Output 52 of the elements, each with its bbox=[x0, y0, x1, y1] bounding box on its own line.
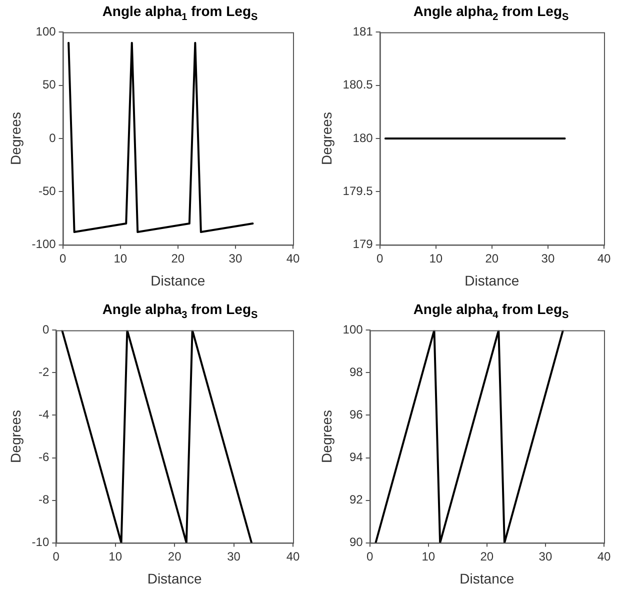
x-tick-label: 40 bbox=[597, 549, 611, 564]
chart-title: Angle alpha$_{2}$ from Leg$_{S}$ bbox=[412, 2, 570, 25]
x-tick-label: 0 bbox=[59, 251, 66, 266]
y-tick-label: 180.5 bbox=[342, 78, 374, 92]
chart-title: Angle alpha$_{1}$ from Leg$_{S}$ bbox=[101, 2, 259, 25]
y-axis-title: Degrees bbox=[318, 112, 334, 165]
y-tick-label: 94 bbox=[349, 450, 364, 464]
x-tick-label: 10 bbox=[114, 251, 128, 266]
x-tick-label: 30 bbox=[228, 251, 242, 266]
x-tick-label: 20 bbox=[485, 251, 499, 266]
x-tick-label: 20 bbox=[168, 549, 182, 564]
x-tick-label: 40 bbox=[286, 251, 300, 266]
y-tick-label: 0 bbox=[42, 322, 50, 337]
x-axis-title: Distance bbox=[460, 570, 514, 586]
x-tick-label: 10 bbox=[108, 549, 122, 564]
y-tick-label: -100 bbox=[32, 237, 56, 252]
y-axis-title: Degrees bbox=[7, 112, 24, 165]
y-tick-label: -2 bbox=[38, 365, 50, 380]
x-tick-label: 30 bbox=[227, 549, 241, 564]
y-axis-title: Degrees bbox=[7, 410, 24, 463]
y-tick-label: 180 bbox=[352, 130, 374, 145]
y-tick-label: 100 bbox=[342, 322, 364, 337]
y-tick-label: 181 bbox=[352, 24, 374, 39]
y-tick-label: -6 bbox=[38, 450, 50, 464]
x-tick-label: 40 bbox=[286, 549, 300, 564]
y-tick-label: 98 bbox=[349, 365, 364, 380]
y-tick-label: 179.5 bbox=[342, 184, 374, 198]
y-tick-label: 100 bbox=[36, 24, 56, 39]
x-tick-label: 20 bbox=[480, 549, 494, 564]
y-tick-label: -50 bbox=[38, 184, 56, 198]
x-tick-label: 40 bbox=[597, 251, 611, 266]
x-tick-label: 0 bbox=[376, 251, 384, 266]
y-tick-label: -4 bbox=[38, 408, 50, 422]
chart-title: Angle alpha$_{3}$ from Leg$_{S}$ bbox=[101, 300, 259, 323]
chart-title: Angle alpha$_{4}$ from Leg$_{S}$ bbox=[412, 300, 570, 323]
x-tick-label: 30 bbox=[538, 549, 552, 564]
x-axis-title: Distance bbox=[150, 272, 206, 288]
x-tick-label: 10 bbox=[429, 251, 443, 266]
x-axis-title: Distance bbox=[147, 570, 202, 586]
y-tick-label: 0 bbox=[49, 130, 56, 145]
y-tick-label: 50 bbox=[42, 78, 56, 92]
y-tick-label: 90 bbox=[349, 535, 364, 550]
x-tick-label: 10 bbox=[422, 549, 436, 564]
y-tick-label: 96 bbox=[349, 408, 364, 422]
y-tick-label: 92 bbox=[349, 492, 364, 507]
x-axis-title: Distance bbox=[464, 272, 520, 288]
y-axis-title: Degrees bbox=[318, 410, 334, 463]
x-tick-label: 30 bbox=[541, 251, 555, 266]
x-tick-label: 20 bbox=[171, 251, 185, 266]
y-tick-label: 179 bbox=[352, 237, 374, 252]
y-tick-label: -8 bbox=[38, 492, 50, 507]
y-tick-label: -10 bbox=[32, 535, 50, 550]
